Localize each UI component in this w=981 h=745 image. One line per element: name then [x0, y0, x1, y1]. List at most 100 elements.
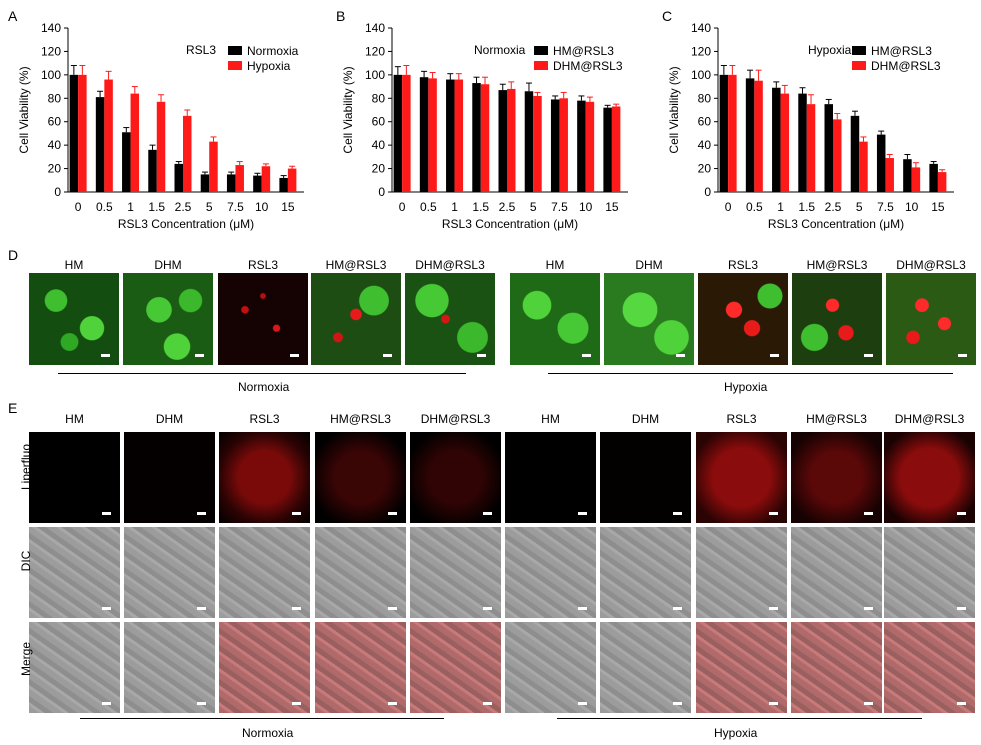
- bar: [780, 93, 790, 192]
- bar: [754, 80, 763, 192]
- scale-bar: [483, 512, 492, 515]
- row-label-dic: DIC: [19, 550, 33, 572]
- bar: [929, 163, 938, 192]
- y-tick-label: 40: [698, 138, 712, 152]
- scale-bar: [769, 512, 778, 515]
- merge-image: [600, 622, 691, 713]
- merge-image: [315, 622, 406, 713]
- merge-image: [791, 622, 882, 713]
- normoxia-label-d: Normoxia: [238, 380, 290, 394]
- bar: [261, 166, 271, 192]
- dic-image: [884, 527, 975, 618]
- scale-bar: [676, 354, 685, 357]
- y-tick-label: 100: [365, 68, 385, 82]
- bar: [122, 132, 131, 192]
- scale-bar: [292, 607, 301, 610]
- x-tick-label: 10: [579, 200, 593, 214]
- bar: [95, 97, 105, 192]
- x-tick-label: 0: [75, 200, 82, 214]
- legend-label: HM@RSL3: [553, 44, 614, 58]
- liperfluo-image: [505, 432, 596, 523]
- legend-swatch: [228, 61, 242, 70]
- bar: [524, 91, 534, 192]
- liperfluo-image: [410, 432, 501, 523]
- dic-image: [29, 527, 120, 618]
- y-tick-label: 0: [378, 185, 385, 199]
- scale-bar: [582, 354, 591, 357]
- scale-bar: [864, 607, 873, 610]
- liperfluo-image: [29, 432, 120, 523]
- legend-title: Hypoxia: [808, 43, 852, 57]
- column-label: HM@RSL3: [806, 412, 867, 426]
- y-tick-label: 60: [372, 115, 386, 129]
- column-label: RSL3: [726, 412, 757, 426]
- bar: [585, 101, 595, 192]
- y-tick-label: 120: [41, 44, 61, 58]
- bar: [507, 88, 516, 192]
- scale-bar: [477, 354, 486, 357]
- scale-bar: [483, 607, 492, 610]
- merge-image: [29, 622, 120, 713]
- normoxia-bracket-d: [58, 373, 466, 374]
- column-label: HM: [64, 258, 84, 272]
- y-tick-label: 0: [54, 185, 61, 199]
- bar: [806, 104, 816, 192]
- y-tick-label: 20: [698, 162, 712, 176]
- bar: [603, 107, 612, 192]
- scale-bar: [102, 512, 111, 515]
- x-tick-label: 5: [856, 200, 863, 214]
- bar: [78, 74, 87, 192]
- x-axis-label: RSL3 Concentration (μM): [442, 217, 578, 231]
- y-tick-label: 20: [48, 162, 62, 176]
- scale-bar: [101, 354, 110, 357]
- dic-image: [505, 527, 596, 618]
- y-tick-label: 80: [372, 91, 386, 105]
- bar: [876, 134, 886, 192]
- scale-bar: [673, 512, 682, 515]
- legend-swatch: [534, 61, 548, 70]
- scale-bar: [197, 512, 206, 515]
- bar: [183, 115, 192, 192]
- legend-swatch: [852, 61, 866, 70]
- x-tick-label: 1: [451, 200, 458, 214]
- legend-swatch: [228, 46, 242, 55]
- scale-bar: [864, 512, 873, 515]
- liperfluo-image: [696, 432, 787, 523]
- x-tick-label: 10: [255, 200, 269, 214]
- bar: [235, 165, 244, 192]
- bar: [402, 74, 411, 192]
- scale-bar: [197, 607, 206, 610]
- y-tick-label: 140: [365, 21, 385, 35]
- bar: [209, 141, 218, 192]
- scale-bar: [290, 354, 299, 357]
- bar: [728, 74, 737, 192]
- bar: [850, 115, 860, 192]
- liperfluo-image: [315, 432, 406, 523]
- legend-title: RSL3: [186, 43, 216, 57]
- hypoxia-bracket-e: [557, 718, 922, 719]
- bar: [498, 90, 507, 192]
- scale-bar: [195, 354, 204, 357]
- bar: [798, 93, 807, 192]
- bar: [69, 74, 79, 192]
- liperfluo-image: [219, 432, 310, 523]
- panel-letter-d: D: [8, 247, 19, 263]
- bar: [745, 78, 755, 192]
- y-tick-label: 120: [691, 44, 711, 58]
- panel-letter-b: B: [336, 8, 346, 24]
- merge-image: [884, 622, 975, 713]
- bar: [550, 99, 560, 192]
- column-label: HM: [65, 412, 84, 426]
- bar: [253, 175, 262, 192]
- scale-bar: [769, 702, 778, 705]
- column-label: HM@RSL3: [806, 258, 868, 272]
- column-label: DHM@RSL3: [894, 412, 965, 426]
- bar: [428, 78, 437, 192]
- legend-label: DHM@RSL3: [553, 59, 623, 73]
- hypoxia-bracket-d: [548, 373, 953, 374]
- y-tick-label: 120: [365, 44, 385, 58]
- bar: [559, 98, 568, 192]
- x-tick-label: 0: [399, 200, 406, 214]
- column-label: DHM@RSL3: [420, 412, 491, 426]
- panel-letter-e: E: [8, 400, 18, 416]
